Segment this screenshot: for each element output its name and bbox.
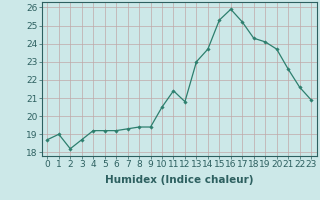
X-axis label: Humidex (Indice chaleur): Humidex (Indice chaleur) bbox=[105, 175, 253, 185]
